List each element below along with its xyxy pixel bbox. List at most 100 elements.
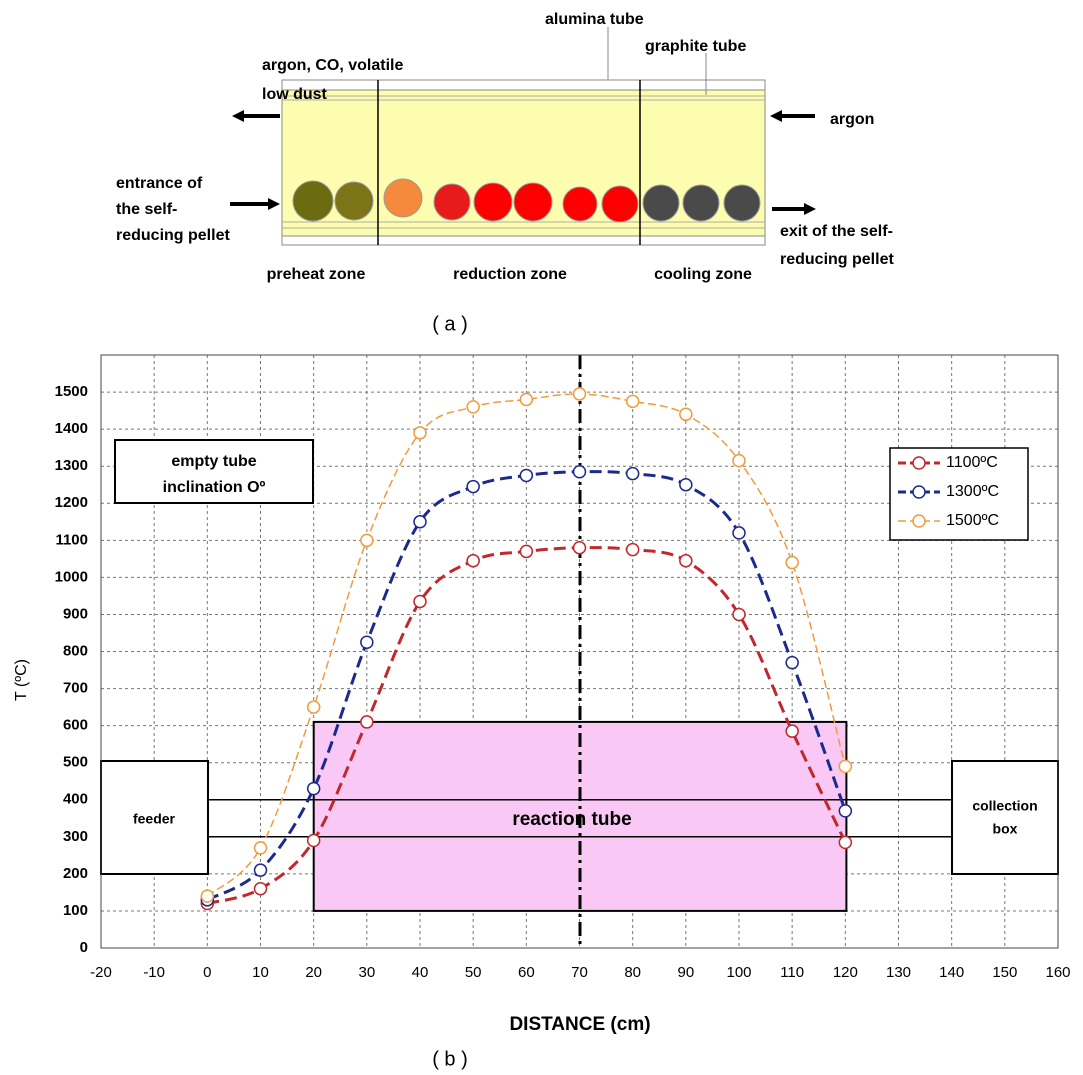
label: exit of the self- (780, 223, 893, 240)
marker (253, 863, 268, 877)
y-tick-label: 1100 (55, 531, 88, 548)
y-tick-label: 800 (63, 642, 88, 659)
x-tick-label: 130 (886, 964, 911, 981)
y-tick-label: 400 (63, 791, 88, 808)
plot (200, 387, 853, 911)
marker (519, 392, 534, 407)
y-tick-label: 500 (63, 754, 88, 771)
x-tick-label: -10 (143, 964, 165, 981)
marker (200, 889, 215, 903)
marker (838, 835, 853, 850)
y-tick-label: 1500 (55, 383, 88, 400)
plot-frame (100, 354, 1059, 949)
y-tick-label: 0 (80, 939, 88, 956)
marker (572, 387, 587, 401)
marker (360, 715, 374, 729)
pellet (513, 182, 553, 222)
marker (253, 881, 268, 896)
marker (625, 394, 640, 409)
label: alumina tube (545, 11, 644, 28)
annotation: empty tube (171, 453, 256, 470)
x-tick-label: 60 (518, 964, 535, 981)
caption: ( b ) (432, 1048, 468, 1070)
x-tick-label: 90 (677, 964, 694, 981)
marker (625, 542, 640, 557)
y-tick-label: 1200 (55, 494, 88, 511)
marker (306, 833, 321, 848)
x-tick-label: 120 (833, 964, 858, 981)
marker (360, 635, 374, 649)
legend-label: 1100ºC (946, 454, 998, 471)
x-tick-label: 70 (571, 964, 588, 981)
label: argon, CO, volatile (262, 57, 403, 74)
arrows (230, 114, 815, 211)
y-tick-label: 300 (63, 828, 88, 845)
x-tick-label: 30 (358, 964, 375, 981)
x-axis-title: DISTANCE (cm) (509, 1014, 650, 1035)
label: graphite tube (645, 38, 746, 55)
y-tick-label: 1400 (55, 420, 88, 437)
legend-label: 1300ºC (946, 483, 999, 500)
marker (466, 479, 480, 494)
legend-swatch (912, 514, 926, 528)
legend-swatch (912, 456, 926, 470)
marker (732, 453, 746, 468)
arrowheads (232, 110, 816, 215)
marker (519, 544, 534, 559)
x-tick-label: -20 (90, 964, 112, 981)
zone-label: reduction zone (453, 266, 567, 283)
annotation: inclination Oº (163, 479, 266, 496)
pellet (682, 184, 720, 222)
y-tick-label: 100 (63, 902, 88, 919)
label: the self- (116, 201, 177, 218)
marker (253, 841, 268, 855)
y-tick-label: 1300 (55, 457, 88, 474)
x-tick-label: 110 (780, 964, 804, 981)
x-tick-label: 50 (465, 964, 482, 981)
arrowhead (268, 198, 280, 210)
marker (679, 477, 693, 492)
alumina-wall (281, 235, 766, 246)
x-tick-label: 10 (252, 964, 269, 981)
y-tick-label: 700 (63, 680, 88, 697)
x-tick-label: 20 (305, 964, 322, 981)
pellet (334, 181, 374, 221)
pellet (383, 178, 423, 218)
marker (838, 804, 853, 818)
note-box (114, 439, 314, 504)
diagram-a: alumina tube graphite tube argon, CO, vo… (116, 11, 894, 335)
legend-label: 1500ºC (946, 512, 999, 529)
y-axis-title: T (ºC) (13, 659, 30, 701)
zone-label: cooling zone (654, 266, 752, 283)
label: low dust (262, 86, 328, 103)
pellet (292, 180, 334, 222)
pellet (433, 183, 471, 221)
annotation: collection (972, 798, 1037, 814)
arrowhead (804, 203, 816, 215)
label: reducing pellet (780, 251, 894, 268)
marker (785, 655, 799, 670)
marker (625, 466, 640, 481)
marker (413, 594, 427, 609)
pellet (642, 184, 680, 222)
label: reducing pellet (116, 227, 230, 244)
legend-entries: 1100ºC 1300ºC 1500ºC (898, 454, 999, 529)
x-tick-label: 140 (939, 964, 964, 981)
x-tick-label: 80 (624, 964, 641, 981)
arrowhead (770, 110, 782, 122)
marker (413, 426, 427, 440)
marker (679, 553, 693, 568)
marker (413, 515, 427, 529)
marker (466, 553, 480, 568)
legend-swatch (912, 485, 926, 499)
collection-box (951, 760, 1059, 875)
marker (360, 533, 374, 548)
y-tick-label: 900 (63, 605, 88, 622)
alumina-wall (281, 79, 766, 91)
annotation: box (993, 821, 1018, 837)
pellet (562, 186, 598, 222)
pellet (723, 184, 761, 222)
x-tick-label: 40 (412, 964, 429, 981)
marker (785, 555, 799, 570)
